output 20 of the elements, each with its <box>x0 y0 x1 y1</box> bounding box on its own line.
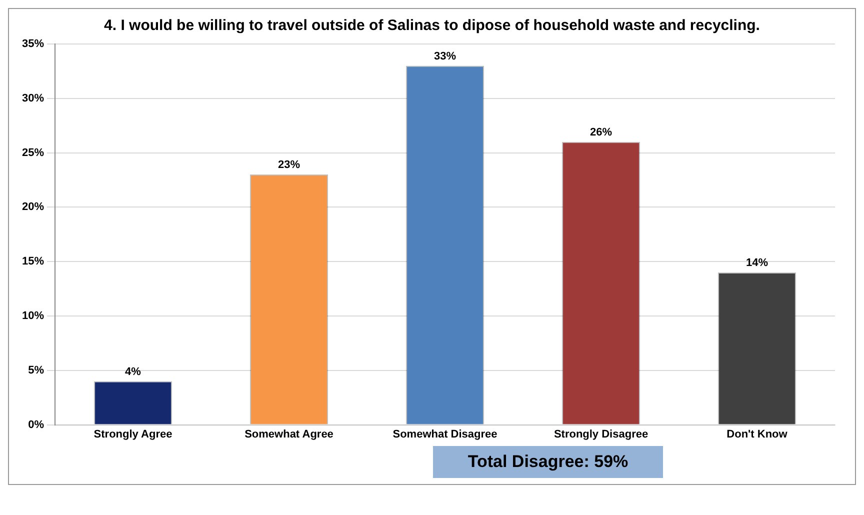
text: Total Disagree: 59% <box>433 446 663 478</box>
x-tick-label: Somewhat Disagree <box>392 428 498 440</box>
data-label: 33% <box>434 50 456 62</box>
y-tick-label: 10% <box>22 310 44 322</box>
data-label: 26% <box>590 126 612 138</box>
x-tick-label: Strongly Agree <box>94 428 172 440</box>
y-tick-label: 35% <box>22 38 44 50</box>
data-label: 4% <box>125 366 142 378</box>
y-tick-label: 20% <box>22 201 44 214</box>
x-tick-label: Don't Know <box>726 428 788 440</box>
y-tick-label: 0% <box>28 418 44 431</box>
y-tick-label: 30% <box>22 92 44 104</box>
y-tick-label: 5% <box>28 364 44 376</box>
x-tick-label: Somewhat Agree <box>244 428 334 440</box>
chart-title: 4. I would be willing to travel outside of Salinas to dipose of household waste and recycling. <box>103 17 761 34</box>
x-tick-label: Strongly Disagree <box>554 428 648 440</box>
y-tick-label: 15% <box>22 256 44 268</box>
data-label: 23% <box>278 159 300 172</box>
y-tick-label: 25% <box>22 146 44 159</box>
data-label: 14% <box>746 257 768 270</box>
